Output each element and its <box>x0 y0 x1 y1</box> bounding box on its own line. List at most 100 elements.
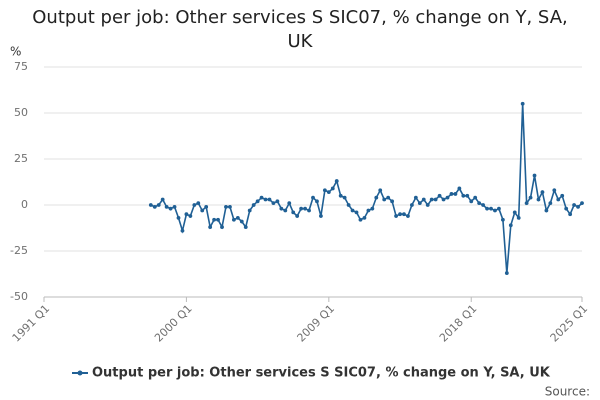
data-point <box>188 214 193 218</box>
data-point <box>362 215 367 220</box>
chart-title: Output per job: Other services S SIC07, … <box>32 7 568 52</box>
data-point <box>398 212 402 217</box>
data-point <box>540 190 545 195</box>
data-point <box>311 195 315 200</box>
data-point <box>453 192 458 196</box>
legend-label: Output per job: Other services S SIC07, … <box>92 366 551 381</box>
data-point <box>220 225 224 229</box>
data-line <box>150 103 583 274</box>
data-point <box>180 228 185 233</box>
data-point <box>231 217 236 222</box>
data-point <box>243 225 248 229</box>
data-point <box>366 208 371 213</box>
data-point <box>235 215 240 220</box>
data-point <box>402 212 406 217</box>
y-tick-label: 0 <box>21 198 28 211</box>
data-point <box>208 225 213 229</box>
data-point <box>532 173 537 178</box>
data-point <box>469 199 474 204</box>
x-tick-label: 1991 Q1 <box>10 302 53 345</box>
data-point <box>224 204 228 209</box>
data-point <box>445 195 450 200</box>
x-tick-label: 2018 Q1 <box>437 302 480 345</box>
data-point <box>500 217 505 222</box>
data-point <box>564 206 569 211</box>
data-point <box>251 203 256 207</box>
data-point <box>184 212 189 217</box>
data-point <box>354 210 359 215</box>
data-point <box>461 193 466 198</box>
data-point <box>267 197 272 202</box>
data-point <box>390 199 395 204</box>
x-tick-label: 2000 Q1 <box>152 302 195 345</box>
data-point <box>287 201 292 206</box>
data-point <box>212 217 217 222</box>
data-point <box>295 214 300 218</box>
data-point <box>528 195 533 200</box>
data-point <box>473 195 478 200</box>
data-point <box>168 206 173 211</box>
data-point <box>156 203 161 207</box>
data-point <box>275 199 280 204</box>
data-point <box>271 201 276 206</box>
data-point <box>358 217 363 222</box>
data-point <box>465 193 470 198</box>
source: Source: <box>545 385 590 399</box>
data-point <box>413 195 418 200</box>
data-point <box>437 193 442 198</box>
data-point <box>176 215 181 220</box>
data-point <box>374 195 379 200</box>
data-point <box>216 217 220 222</box>
data-point <box>148 203 153 207</box>
data-point <box>338 193 343 198</box>
y-tick-label: 75 <box>14 60 28 73</box>
data-point <box>204 204 209 209</box>
data-point <box>164 204 169 209</box>
data-point <box>192 203 197 207</box>
data-point <box>326 190 331 195</box>
data-point <box>247 208 252 213</box>
data-point <box>255 199 260 204</box>
data-point <box>228 204 232 209</box>
data-point <box>319 214 323 218</box>
data-point <box>481 203 486 207</box>
data-point <box>386 195 391 200</box>
y-axis-label: % <box>10 45 21 59</box>
data-point <box>497 206 501 211</box>
data-point <box>160 197 165 202</box>
data-point <box>572 203 576 207</box>
data-point <box>342 195 347 200</box>
data-point <box>315 199 319 204</box>
data-point <box>580 201 584 206</box>
data-point <box>556 197 561 202</box>
data-point <box>548 201 553 206</box>
data-point <box>560 193 565 198</box>
data-point <box>433 197 438 202</box>
data-point <box>382 197 387 202</box>
data-point <box>477 201 482 206</box>
data-point <box>441 197 446 202</box>
data-point <box>493 208 497 213</box>
data-point <box>417 201 422 206</box>
y-tick-label: -50 <box>10 290 28 303</box>
data-point <box>239 219 244 224</box>
data-point <box>283 208 288 213</box>
data-point <box>291 210 296 215</box>
data-point <box>263 197 268 202</box>
data-point <box>370 206 375 211</box>
data-point <box>552 188 557 193</box>
y-tick-label: 50 <box>14 106 28 119</box>
data-point <box>449 192 454 196</box>
y-tick-label: -25 <box>10 244 28 257</box>
data-point <box>394 214 398 218</box>
data-point <box>425 203 430 207</box>
data-point <box>516 215 521 220</box>
data-point <box>512 210 517 215</box>
data-point <box>504 271 509 275</box>
data-point <box>259 195 264 200</box>
data-point <box>485 206 489 211</box>
data-point <box>196 201 201 206</box>
x-tick-label: 2009 Q1 <box>295 302 338 345</box>
data-point <box>279 206 284 211</box>
data-point <box>536 197 541 202</box>
